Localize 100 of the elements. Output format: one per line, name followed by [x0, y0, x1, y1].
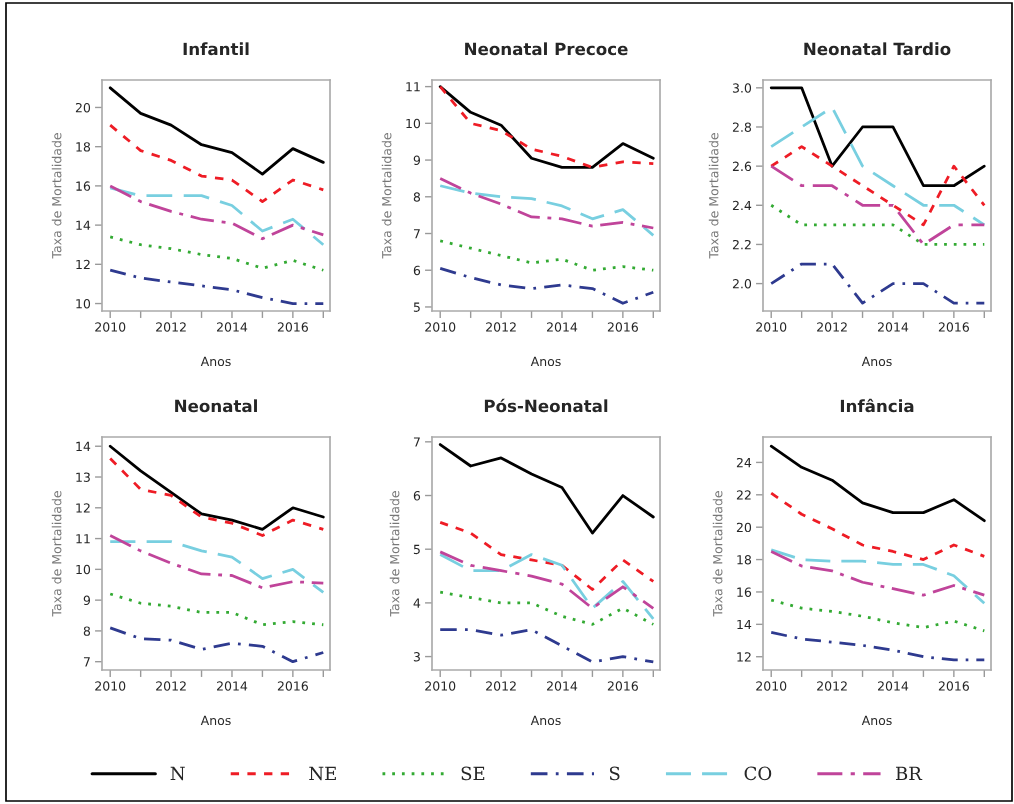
- y-tick-label: 12: [76, 503, 90, 513]
- y-tick-label: 6: [413, 265, 421, 276]
- line-series: [438, 177, 655, 230]
- x-tick-label: 2014: [546, 681, 578, 691]
- x-tick-label: 2016: [607, 681, 638, 691]
- legend-label: SE: [461, 766, 485, 781]
- x-axis-title: Anos: [861, 715, 892, 726]
- chart-title: Neonatal Tardio: [804, 42, 951, 56]
- x-tick-label: 2014: [877, 322, 909, 332]
- line-series: [108, 457, 325, 537]
- y-axis-title: Taxa de Mortalidade: [712, 491, 723, 617]
- chart-title: Infantil: [183, 42, 249, 56]
- line-series: [769, 631, 986, 662]
- y-tick-label: 14: [76, 220, 91, 230]
- x-tick-label: 2012: [156, 322, 186, 332]
- line-series: [438, 590, 655, 626]
- y-axis-title: Taxa de Mortalidade: [381, 133, 392, 259]
- legend-label: BR: [895, 766, 923, 780]
- line-series: [108, 540, 325, 594]
- x-tick-label: 2016: [938, 681, 969, 691]
- x-tick-label: 2012: [486, 322, 516, 332]
- y-tick-label: 2.6: [732, 161, 752, 172]
- line-series: [438, 628, 655, 664]
- y-tick-label: 5: [413, 544, 420, 555]
- line-series: [438, 85, 655, 169]
- y-axis-title: Taxa de Mortalidade: [51, 133, 62, 259]
- x-tick-label: 2010: [95, 322, 126, 332]
- legend-label: S: [609, 766, 620, 781]
- x-axis-title: Anos: [530, 356, 561, 367]
- y-tick-label: 2.8: [732, 122, 752, 132]
- y-tick-label: 6: [413, 490, 421, 501]
- y-tick-label: 20: [75, 102, 91, 113]
- x-tick-label: 2010: [425, 322, 456, 332]
- line-series: [769, 145, 986, 227]
- line-series: [438, 184, 655, 237]
- y-tick-label: 4: [413, 598, 421, 608]
- y-tick-label: 5: [413, 302, 420, 312]
- y-tick-label: 2.2: [732, 239, 751, 250]
- line-series: [108, 534, 325, 590]
- y-tick-label: 11: [406, 82, 420, 92]
- line-series: [769, 548, 986, 605]
- x-axis-title: Anos: [861, 356, 892, 367]
- x-axis-title: Anos: [200, 356, 231, 367]
- line-series: [769, 444, 986, 523]
- line-series: [108, 86, 325, 176]
- y-tick-label: 12: [76, 259, 90, 270]
- y-tick-label: 13: [76, 472, 90, 482]
- x-tick-label: 2014: [216, 681, 248, 691]
- y-tick-label: 7: [413, 229, 420, 239]
- y-tick-label: 18: [737, 555, 752, 565]
- y-tick-label: 16: [76, 181, 91, 191]
- y-tick-label: 16: [737, 587, 752, 597]
- y-tick-label: 2.4: [732, 200, 752, 211]
- x-tick-label: 2016: [277, 681, 308, 691]
- chart-title: Pós-Neonatal: [484, 398, 608, 413]
- y-axis-title: Taxa de Mortalidade: [708, 133, 719, 259]
- x-tick-label: 2016: [277, 322, 308, 332]
- y-tick-label: 2.0: [732, 279, 752, 289]
- x-tick-label: 2010: [95, 681, 126, 691]
- y-tick-label: 11: [76, 534, 90, 544]
- legend-label: N: [170, 766, 185, 781]
- line-series: [108, 444, 325, 531]
- y-tick-label: 8: [413, 192, 421, 202]
- x-tick-label: 2016: [607, 322, 638, 332]
- y-tick-label: 10: [76, 564, 91, 575]
- y-tick-label: 22: [736, 490, 751, 500]
- x-tick-label: 2012: [817, 681, 847, 691]
- y-axis-title: Taxa de Mortalidade: [51, 491, 62, 617]
- line-series: [108, 268, 325, 305]
- x-tick-label: 2010: [756, 322, 787, 332]
- y-tick-label: 9: [413, 155, 421, 165]
- x-tick-label: 2010: [425, 681, 456, 691]
- line-series: [769, 598, 986, 633]
- line-series: [438, 443, 655, 535]
- x-tick-label: 2012: [156, 681, 186, 691]
- line-series: [769, 164, 986, 246]
- line-series: [438, 550, 655, 610]
- x-axis-title: Anos: [200, 715, 231, 726]
- line-series: [438, 520, 655, 591]
- y-tick-label: 14: [76, 441, 91, 451]
- y-tick-label: 24: [736, 457, 752, 468]
- line-series: [438, 239, 655, 272]
- line-series: [438, 553, 655, 621]
- y-tick-label: 3: [413, 652, 420, 662]
- line-series: [108, 626, 325, 664]
- y-axis-title: Taxa de Mortalidade: [389, 491, 400, 617]
- y-tick-label: 20: [736, 522, 752, 533]
- x-axis-title: Anos: [530, 715, 561, 726]
- x-tick-label: 2010: [756, 681, 787, 691]
- x-tick-label: 2014: [877, 681, 909, 691]
- y-tick-label: 18: [76, 142, 91, 152]
- y-tick-label: 7: [413, 437, 420, 447]
- x-tick-label: 2012: [817, 322, 847, 332]
- y-tick-label: 10: [76, 299, 91, 309]
- line-series: [769, 86, 986, 188]
- line-series: [108, 235, 325, 272]
- y-tick-label: 9: [83, 595, 91, 606]
- y-tick-label: 7: [83, 657, 90, 667]
- line-series: [438, 267, 655, 305]
- x-tick-label: 2014: [546, 322, 578, 332]
